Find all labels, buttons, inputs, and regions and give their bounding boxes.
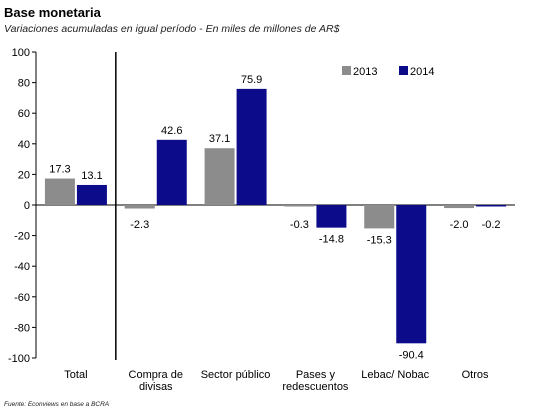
bar-2014-4 — [396, 205, 427, 344]
data-label: 13.1 — [81, 170, 102, 182]
y-tick-label: -100 — [8, 353, 30, 365]
category-label: Total — [64, 369, 87, 381]
category-label: Otros — [462, 369, 489, 381]
y-tick-label: -40 — [14, 261, 30, 273]
legend-swatch-2014 — [399, 66, 408, 75]
bar-2014-0 — [76, 184, 107, 205]
data-labels: 17.3 -2.3 37.1 -0.3 -15.3 -2.0 13.1 42.6 75.9 -14… — [49, 74, 500, 361]
data-label: -15.3 — [367, 234, 392, 246]
bar-2013-2 — [204, 148, 235, 205]
bar-2013-0 — [44, 178, 75, 205]
y-tick-label: 80 — [18, 78, 30, 90]
bar-2014-5 — [476, 205, 507, 207]
chart-title: Base monetaria — [4, 5, 101, 20]
data-label: -2.3 — [130, 219, 149, 231]
data-label: -90.4 — [399, 349, 424, 361]
category-label: Compra de — [129, 369, 183, 381]
category-label: divisas — [139, 381, 173, 393]
category-label: Pases y — [296, 369, 336, 381]
data-label: 17.3 — [49, 164, 70, 176]
chart-subtitle: Variaciones acumuladas en igual período … — [4, 23, 340, 35]
axes: -100 -80 -60 -40 -20 0 20 40 60 80 100 — [8, 47, 515, 365]
bar-2014-2 — [236, 88, 267, 205]
bar-2014-1 — [156, 139, 187, 205]
bars — [44, 88, 507, 344]
bar-2013-5 — [444, 205, 475, 209]
data-label: -2.0 — [450, 219, 469, 231]
y-tick-label: -20 — [14, 231, 30, 243]
data-label: -14.8 — [319, 234, 344, 246]
category-label: Sector público — [201, 369, 271, 381]
legend-label-2013: 2013 — [353, 66, 377, 78]
source-note: Fuente: Econviews en base a BCRA — [4, 401, 110, 408]
y-tick-label: -60 — [14, 292, 30, 304]
y-tick-label: 100 — [12, 47, 30, 59]
bar-2013-1 — [124, 205, 155, 209]
bar-2014-3 — [316, 205, 347, 228]
y-tick-label: 20 — [18, 169, 30, 181]
legend-label-2014: 2014 — [410, 66, 434, 78]
legend-swatch-2013 — [342, 66, 351, 75]
y-tick-label: 60 — [18, 108, 30, 120]
category-label: redescuentos — [282, 381, 349, 393]
data-label: 75.9 — [241, 74, 262, 86]
y-tick-label: 0 — [24, 200, 30, 212]
data-label: 37.1 — [209, 133, 230, 145]
category-label: Lebac/ Nobac — [361, 369, 429, 381]
data-label: -0.3 — [290, 219, 309, 231]
y-tick-label: 40 — [18, 139, 30, 151]
y-tick-label: -80 — [14, 322, 30, 334]
legend: 2013 2014 — [342, 66, 434, 78]
data-label: -0.2 — [482, 219, 501, 231]
bar-2013-3 — [284, 205, 315, 207]
bar-2013-4 — [364, 205, 395, 229]
data-label: 42.6 — [161, 125, 182, 137]
